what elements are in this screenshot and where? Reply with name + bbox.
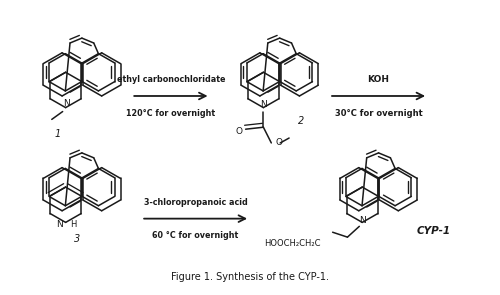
Text: 30°C for overnight: 30°C for overnight [334, 109, 422, 118]
Text: O: O [235, 127, 242, 136]
Text: ethyl carbonochloridate: ethyl carbonochloridate [116, 75, 225, 84]
Text: 120°C for overnight: 120°C for overnight [126, 109, 216, 118]
Text: N: N [260, 100, 267, 109]
Text: 3-chloropropanoic acid: 3-chloropropanoic acid [144, 198, 248, 207]
Text: N: N [63, 99, 70, 108]
Text: N: N [359, 216, 366, 225]
Text: H: H [70, 220, 77, 229]
Text: 2: 2 [298, 116, 304, 126]
Text: 3: 3 [74, 234, 80, 244]
Text: O: O [276, 138, 282, 148]
Text: Figure 1. Synthesis of the CYP-1.: Figure 1. Synthesis of the CYP-1. [171, 272, 329, 282]
Text: KOH: KOH [368, 75, 390, 84]
Text: CYP-1: CYP-1 [416, 226, 450, 236]
Text: 1: 1 [54, 129, 61, 139]
Text: HOOCH₂CH₂C: HOOCH₂CH₂C [264, 240, 321, 248]
Text: 60 °C for overnight: 60 °C for overnight [152, 231, 238, 240]
Text: N: N [56, 220, 62, 229]
